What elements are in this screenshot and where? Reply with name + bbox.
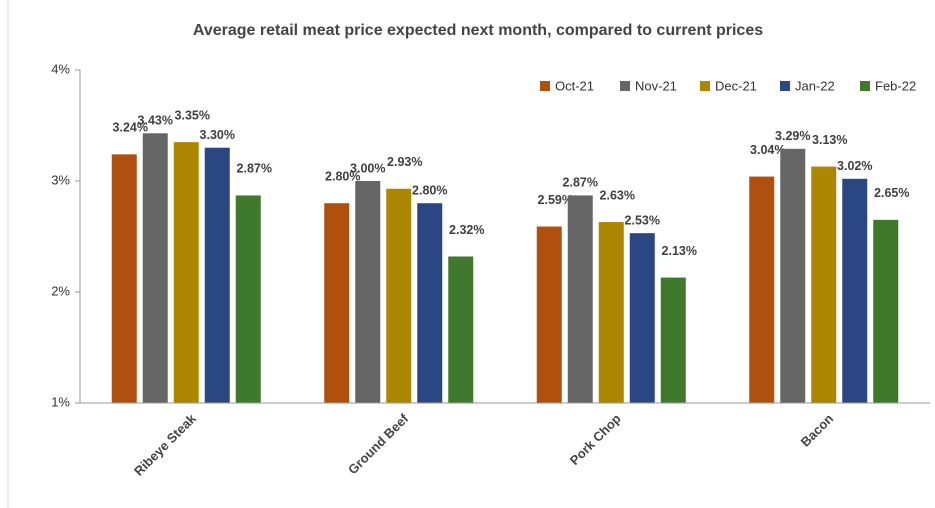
bar — [661, 278, 686, 403]
legend-label: Feb-22 — [875, 78, 916, 93]
legend-swatch — [700, 81, 710, 91]
y-tick-label: 2% — [51, 283, 70, 298]
y-tick-label: 3% — [51, 172, 70, 187]
bar — [537, 227, 562, 403]
value-label: 3.02% — [837, 159, 872, 173]
bar — [599, 222, 624, 403]
value-label: 3.13% — [812, 133, 847, 147]
bar — [568, 195, 593, 403]
value-label: 2.63% — [600, 188, 635, 202]
legend-label: Nov-21 — [635, 78, 677, 93]
value-label: 2.93% — [387, 155, 422, 169]
value-label: 3.43% — [138, 114, 173, 128]
legend-label: Oct-21 — [555, 78, 594, 93]
legend-swatch — [540, 81, 550, 91]
y-tick-label: 4% — [51, 61, 70, 76]
value-label: 2.87% — [563, 176, 598, 190]
bar — [448, 256, 473, 403]
value-label: 2.59% — [538, 193, 573, 207]
bar — [780, 149, 805, 403]
bar — [811, 167, 836, 403]
bar — [842, 179, 867, 403]
bar — [112, 154, 137, 403]
legend-swatch — [860, 81, 870, 91]
value-label: 2.32% — [449, 223, 484, 237]
bar — [873, 220, 898, 403]
value-label: 2.13% — [662, 244, 697, 258]
value-label: 3.04% — [750, 143, 785, 157]
chart: Average retail meat price expected next … — [0, 0, 935, 508]
legend-label: Dec-21 — [715, 78, 757, 93]
y-tick-label: 1% — [51, 394, 70, 409]
legend-swatch — [780, 81, 790, 91]
chart-title: Average retail meat price expected next … — [193, 22, 763, 39]
bar — [630, 233, 655, 403]
legend-swatch — [620, 81, 630, 91]
value-label: 2.65% — [874, 186, 909, 200]
value-label: 3.00% — [350, 161, 385, 175]
bar — [386, 189, 411, 403]
bar — [174, 142, 199, 403]
value-label: 3.35% — [175, 108, 210, 122]
bar — [236, 195, 261, 403]
value-label: 3.29% — [775, 129, 810, 143]
bar — [417, 203, 442, 403]
bar — [749, 177, 774, 403]
value-label: 3.30% — [200, 128, 235, 142]
value-label: 2.80% — [412, 183, 447, 197]
bar — [143, 133, 168, 403]
bar — [205, 148, 230, 403]
bar — [324, 203, 349, 403]
value-label: 2.87% — [237, 162, 272, 176]
legend-label: Jan-22 — [795, 78, 835, 93]
bar — [355, 181, 380, 403]
value-label: 2.53% — [625, 213, 660, 227]
